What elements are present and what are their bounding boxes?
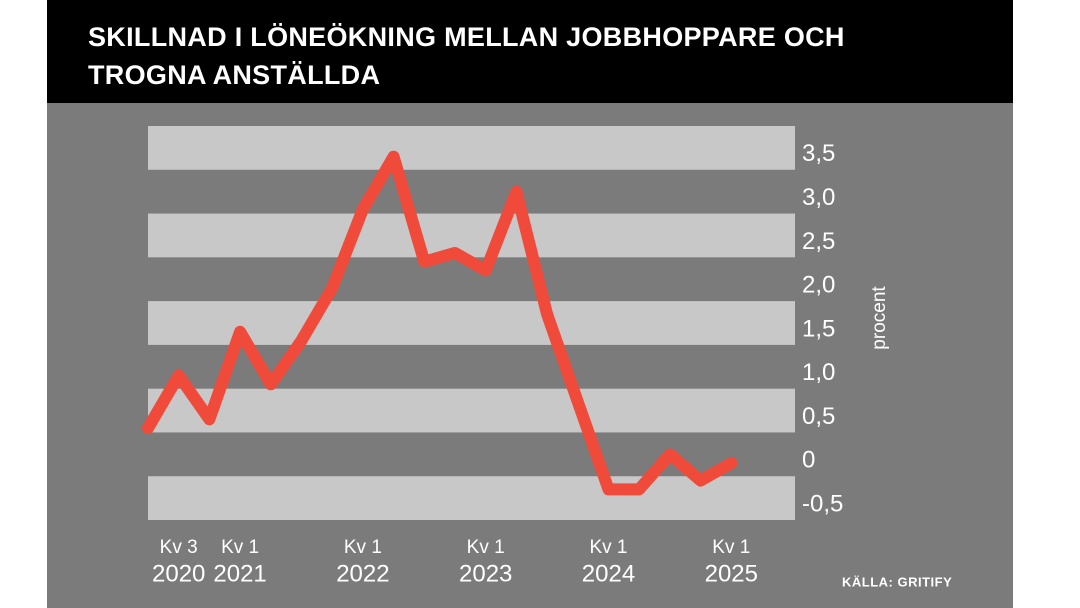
x-tick-label: Kv 1 — [221, 537, 259, 558]
data-line — [142, 150, 738, 496]
y-tick-label: 3,5 — [802, 140, 835, 167]
x-tick-label: Kv 1 — [467, 537, 505, 558]
grid-band — [148, 301, 795, 345]
x-tick-label: Kv 1 — [589, 537, 627, 558]
grid-band — [148, 126, 795, 170]
y-tick-label: 1,5 — [802, 315, 835, 342]
x-tick-label: Kv 1 — [712, 537, 750, 558]
y-tick-label: 3,0 — [802, 184, 835, 211]
grid-band — [148, 476, 795, 520]
grid-bands — [148, 126, 795, 520]
x-tick-label: 2022 — [336, 560, 389, 587]
chart-title: SKILLNAD I LÖNEÖKNING MELLAN JOBBHOPPARE… — [88, 22, 845, 52]
y-tick-label: -0,5 — [802, 490, 843, 517]
header-bg — [47, 0, 1013, 103]
x-tick-label: 2021 — [213, 560, 266, 587]
y-tick-label: 1,0 — [802, 359, 835, 386]
x-tick-label: Kv 1 — [344, 537, 382, 558]
x-tick-label: 2023 — [459, 560, 512, 587]
source: KÄLLA: GRITIFY — [842, 574, 952, 589]
y-axis-label: procent — [869, 286, 890, 350]
x-tick-label: 2020 — [152, 560, 205, 587]
y-tick-label: 2,5 — [802, 228, 835, 255]
y-tick-label: 2,0 — [802, 272, 835, 299]
chart-title: TROGNA ANSTÄLLDA — [88, 60, 380, 90]
panel-bg — [47, 103, 1013, 608]
x-tick-label: 2025 — [705, 560, 758, 587]
grid-band — [148, 388, 795, 433]
y-tick-label: 0 — [802, 447, 815, 474]
x-tick-label: 2024 — [582, 560, 635, 587]
grid-band — [148, 213, 795, 258]
x-tick-label: Kv 3 — [160, 537, 198, 558]
y-tick-label: 0,5 — [802, 403, 835, 430]
